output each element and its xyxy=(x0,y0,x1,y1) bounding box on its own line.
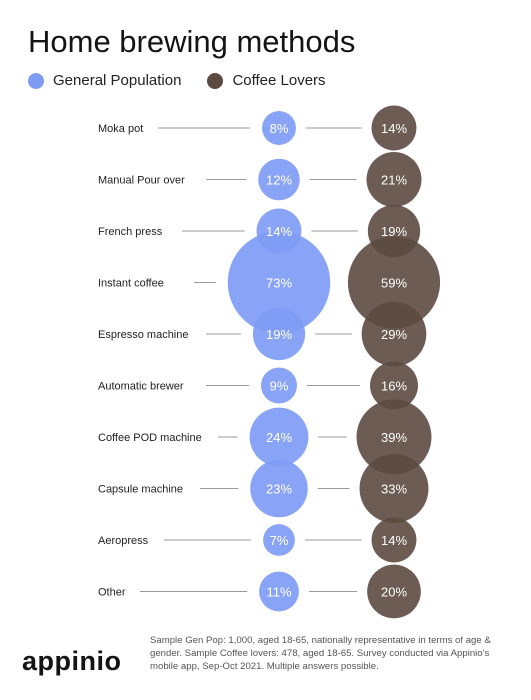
legend-item-coffee-lovers: Coffee Lovers xyxy=(207,72,326,89)
bubble-general-population xyxy=(249,407,309,467)
value-label-general-population: 24% xyxy=(266,430,292,445)
value-label-general-population: 23% xyxy=(266,482,292,497)
category-labels: Moka pot Manual Pour over French press Inst… xyxy=(98,123,202,599)
category-label: Coffee POD machine xyxy=(98,432,202,444)
value-label-coffee-lovers: 33% xyxy=(381,482,407,497)
value-label-coffee-lovers: 16% xyxy=(381,379,407,394)
value-label-general-population: 8% xyxy=(270,121,289,136)
bubbles xyxy=(227,105,441,619)
value-label-coffee-lovers: 21% xyxy=(381,173,407,188)
value-label-general-population: 11% xyxy=(266,585,291,600)
category-label: Moka pot xyxy=(98,123,143,135)
footnote: Sample Gen Pop: 1,000, aged 18-65, natio… xyxy=(150,635,491,672)
bubble-coffee-lovers xyxy=(370,361,418,410)
bubble-general-population xyxy=(262,111,296,145)
category-label: Aeropress xyxy=(98,535,149,547)
category-label: Manual Pour over xyxy=(98,175,185,187)
value-label-general-population: 73% xyxy=(266,276,292,291)
value-label-general-population: 9% xyxy=(270,379,289,394)
bubble-general-population xyxy=(263,524,295,556)
bubble-coffee-lovers xyxy=(371,517,417,563)
legend-swatch-coffee-lovers xyxy=(207,72,224,89)
value-label-coffee-lovers: 20% xyxy=(381,585,407,600)
value-label-general-population: 19% xyxy=(266,327,292,342)
bubble-general-population xyxy=(252,307,306,361)
value-label-coffee-lovers: 14% xyxy=(381,533,407,548)
bubble-general-population xyxy=(261,367,297,404)
value-labels: 8% 14% 12% 21% 14% 19% 73% 59% 19% 29% 9% 16% 24% 39%… xyxy=(266,121,407,600)
value-label-coffee-lovers: 29% xyxy=(381,327,407,342)
category-label: Instant coffee xyxy=(98,278,164,290)
bubble-coffee-lovers xyxy=(367,564,421,619)
bubble-coffee-lovers xyxy=(359,454,429,523)
value-label-coffee-lovers: 59% xyxy=(381,276,407,291)
brand-logo: appinio xyxy=(22,646,122,676)
value-label-general-population: 12% xyxy=(266,173,292,188)
value-label-coffee-lovers: 14% xyxy=(381,121,407,136)
bubble-coffee-lovers xyxy=(347,236,441,329)
value-label-general-population: 14% xyxy=(266,224,292,239)
value-label-coffee-lovers: 39% xyxy=(381,430,407,445)
bubble-coffee-lovers xyxy=(356,399,432,475)
category-label: French press xyxy=(98,226,163,238)
bubble-general-population xyxy=(258,158,300,201)
category-label: Capsule machine xyxy=(98,484,183,496)
category-label: Espresso machine xyxy=(98,329,189,341)
value-label-coffee-lovers: 19% xyxy=(381,224,407,239)
connector-lines xyxy=(140,127,362,592)
bubble-general-population xyxy=(259,571,299,612)
value-label-general-population: 7% xyxy=(270,533,289,548)
chart-title: Home brewing methods xyxy=(28,24,356,59)
legend-swatch-general-population xyxy=(28,72,44,89)
category-label: Automatic brewer xyxy=(98,381,184,393)
bubble-general-population xyxy=(227,231,331,334)
bubble-coffee-lovers xyxy=(361,301,427,367)
legend: General Population Coffee Lovers xyxy=(28,72,352,89)
category-label: Other xyxy=(98,587,126,599)
bubble-general-population xyxy=(250,459,308,518)
legend-label-coffee-lovers: Coffee Lovers xyxy=(232,72,326,89)
bubble-coffee-lovers xyxy=(366,152,422,207)
bubble-coffee-lovers xyxy=(371,105,417,151)
legend-item-general-population: General Population xyxy=(28,72,181,89)
legend-label-general-population: General Population xyxy=(53,72,182,89)
